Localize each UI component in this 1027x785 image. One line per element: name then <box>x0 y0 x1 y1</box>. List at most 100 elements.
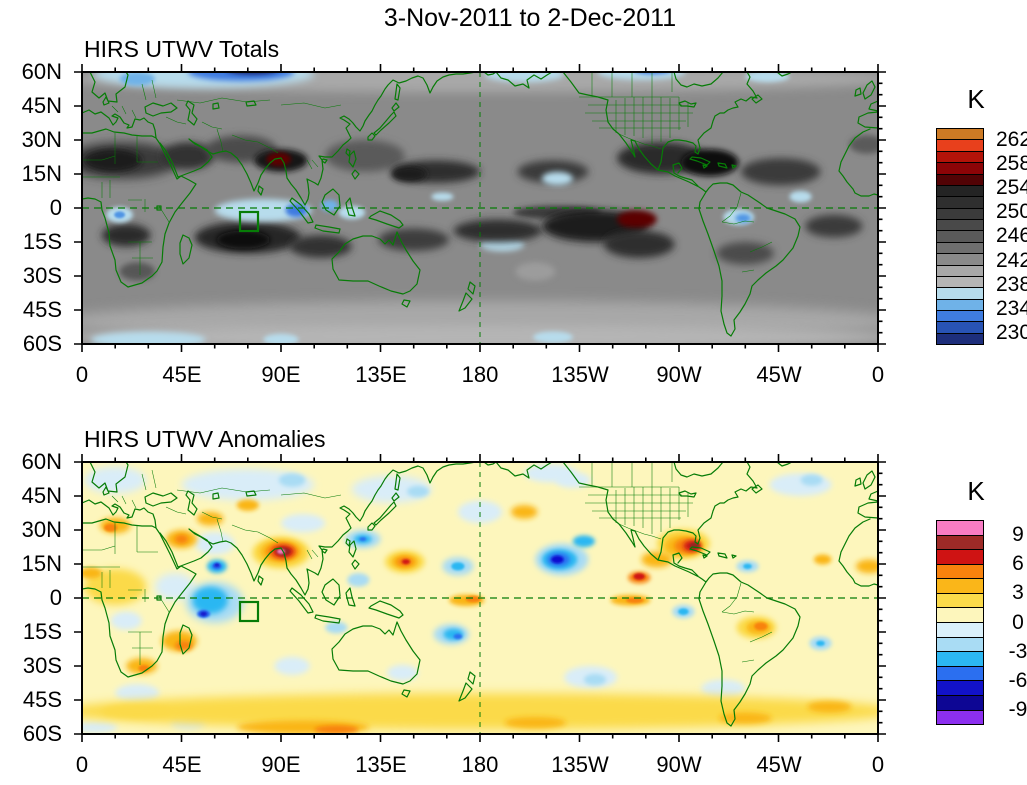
roi-box <box>238 210 260 233</box>
colorbar-tick-label: 246 <box>996 224 1027 247</box>
colorbar-swatch <box>937 666 983 682</box>
x-tick-label: 45W <box>756 362 802 387</box>
x-tick-label: 90W <box>656 752 702 777</box>
x-tick-label: 45E <box>162 362 202 387</box>
y-tick-label: 60N <box>21 59 62 84</box>
colorbar-swatch <box>937 579 983 594</box>
colorbar-tick-label: 3 <box>1012 581 1024 604</box>
x-tick-label: 90W <box>656 362 702 387</box>
colorbar-swatch <box>937 254 983 266</box>
colorbar-swatch <box>937 311 983 323</box>
x-tick-label: 0 <box>75 362 89 387</box>
axis-ticks <box>74 64 886 352</box>
x-tick-label: 45E <box>162 752 202 777</box>
y-tick-label: 0 <box>49 585 62 610</box>
coastlines <box>82 72 878 337</box>
colorbar-swatch <box>937 652 983 667</box>
x-tick-label: 135E <box>355 752 407 777</box>
anomalies-map <box>74 454 886 742</box>
colorbar-swatch <box>937 129 983 141</box>
anomalies-panel-title: HIRS UTWV Anomalies <box>84 426 326 452</box>
colorbar-swatch <box>937 185 983 198</box>
y-tick-label: 45N <box>21 93 62 118</box>
y-tick-label: 15S <box>22 229 62 254</box>
colorbar-swatch <box>937 623 983 638</box>
colorbar-swatch <box>937 593 983 609</box>
axis-frame <box>81 71 879 345</box>
colorbar-swatch <box>937 550 983 565</box>
anomalies-colorbar <box>936 520 984 725</box>
colorbar-swatch <box>937 208 983 220</box>
colorbar-tick-label: 258 <box>996 152 1027 175</box>
colorbar-swatch <box>937 265 983 277</box>
colorbar-swatch <box>937 151 983 164</box>
colorbar-tick-label: 0 <box>1012 611 1024 634</box>
colorbar-tick-label: 238 <box>996 273 1027 296</box>
colorbar-tick-label: -6 <box>1008 669 1027 692</box>
colorbar-swatch <box>937 710 983 725</box>
totals-colorbar <box>936 128 984 345</box>
colorbar-tick-label: 9 <box>1012 523 1024 546</box>
x-tick-label: 45W <box>756 752 802 777</box>
colorbar-swatch <box>937 140 983 152</box>
colorbar-swatch <box>937 521 983 536</box>
x-tick-label: 135W <box>551 362 609 387</box>
totals-colorbar-unit: K <box>967 84 985 114</box>
y-tick-label: 60S <box>22 331 62 356</box>
colorbar-tick-label: 6 <box>1012 552 1024 575</box>
x-tick-label: 135W <box>551 752 609 777</box>
y-tick-label: 30S <box>22 263 62 288</box>
colorbar-swatch <box>937 163 983 175</box>
anomalies-field-blobs <box>82 464 878 734</box>
figure-title: 3-Nov-2011 to 2-Dec-2011 <box>383 4 677 32</box>
colorbar-swatch <box>937 276 983 289</box>
colorbar-swatch <box>937 288 983 300</box>
x-tick-label: 180 <box>461 752 499 777</box>
colorbar-tick-label: 230 <box>996 321 1027 344</box>
y-tick-label: 60S <box>22 721 62 746</box>
colorbar-tick-label: 262 <box>996 128 1027 151</box>
anomalies-colorbar-unit: K <box>967 476 985 506</box>
y-tick-label: 45S <box>22 297 62 322</box>
x-tick-label: 0 <box>75 752 89 777</box>
x-tick-label: 135E <box>355 362 407 387</box>
x-tick-label: 90E <box>261 362 301 387</box>
colorbar-swatch <box>937 681 983 696</box>
coastlines <box>82 462 878 727</box>
x-tick-label: 180 <box>461 362 499 387</box>
colorbar-swatch <box>937 197 983 209</box>
colorbar-tick-label: 250 <box>996 200 1027 223</box>
colorbar-swatch <box>937 333 983 345</box>
totals-panel-title: HIRS UTWV Totals <box>84 36 280 62</box>
y-tick-label: 60N <box>21 449 62 474</box>
colorbar-swatch <box>937 231 983 243</box>
colorbar-swatch <box>937 535 983 551</box>
axis-ticks <box>74 454 886 742</box>
colorbar-swatch <box>937 322 983 334</box>
country-state-borders <box>82 462 773 665</box>
y-tick-label: 30S <box>22 653 62 678</box>
roi-box <box>238 600 260 623</box>
x-tick-label: 0 <box>871 362 885 387</box>
colorbar-tick-label: 254 <box>996 176 1027 199</box>
colorbar-tick-label: 234 <box>996 297 1027 320</box>
y-tick-label: 30N <box>21 127 62 152</box>
y-tick-label: 30N <box>21 517 62 542</box>
colorbar-tick-label: -3 <box>1008 640 1027 663</box>
x-tick-label: 90E <box>261 752 301 777</box>
x-tick-label: 0 <box>871 752 885 777</box>
colorbar-swatch <box>937 695 983 711</box>
colorbar-swatch <box>937 637 983 653</box>
country-state-borders <box>82 72 773 275</box>
axis-frame <box>81 461 879 735</box>
colorbar-swatch <box>937 564 983 580</box>
y-tick-label: 45S <box>22 687 62 712</box>
colorbar-tick-label: -9 <box>1008 698 1027 721</box>
colorbar-swatch <box>937 299 983 311</box>
y-tick-label: 15S <box>22 619 62 644</box>
y-tick-label: 45N <box>21 483 62 508</box>
colorbar-swatch <box>937 242 983 255</box>
anomalies-overlays <box>82 462 878 734</box>
colorbar-swatch <box>937 608 983 624</box>
